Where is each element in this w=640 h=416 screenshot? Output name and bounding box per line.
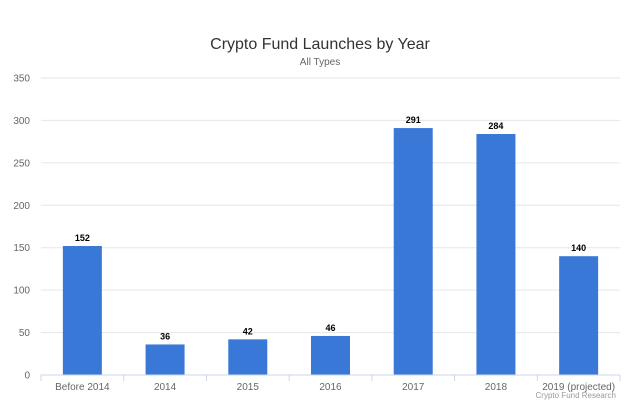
y-tick-label: 300: [13, 116, 30, 127]
bar: [311, 335, 350, 375]
y-tick-label: 350: [13, 74, 30, 85]
y-tick-label: 50: [19, 328, 31, 339]
x-tick-label: 2014: [154, 382, 177, 393]
data-label: 140: [571, 243, 586, 253]
data-label: 291: [406, 115, 421, 125]
data-label: 152: [75, 233, 90, 243]
gridlines: [41, 77, 620, 334]
x-tick-label: Before 2014: [55, 382, 110, 393]
x-tick-label: 2017: [402, 382, 425, 393]
y-tick-label: 250: [13, 158, 30, 169]
x-tick-label: 2016: [319, 382, 342, 393]
y-tick-label: 150: [13, 243, 30, 254]
bar: [559, 256, 599, 375]
x-axis: Before 2014 2014 2015 2016 2017 2018 2019 (pro…: [40, 374, 621, 393]
credit-text: Crypto Fund Research: [535, 391, 616, 400]
data-label: 42: [243, 326, 253, 336]
data-label: 36: [160, 331, 170, 341]
y-tick-label: 0: [24, 371, 30, 382]
bar: [228, 339, 268, 375]
data-label: 46: [325, 323, 335, 333]
x-tick-label: 2015: [237, 382, 260, 393]
bar: [62, 246, 102, 375]
x-tick-label: 2018: [485, 382, 508, 393]
chart-subtitle: All Types: [299, 57, 341, 68]
bar: [476, 134, 516, 375]
y-tick-label: 100: [13, 286, 30, 297]
bar: [145, 344, 185, 375]
bars: 152 36 42 46 291 284 140: [62, 115, 599, 375]
bar: [393, 128, 433, 375]
chart-title: Crypto Fund Launches by Year: [210, 36, 430, 53]
y-tick-label: 200: [13, 201, 30, 212]
data-label: 284: [488, 121, 503, 131]
x-tick-label: 2019 (projected): [542, 382, 615, 393]
y-axis: 0 50 100 150 200 250 300 350: [13, 74, 30, 382]
